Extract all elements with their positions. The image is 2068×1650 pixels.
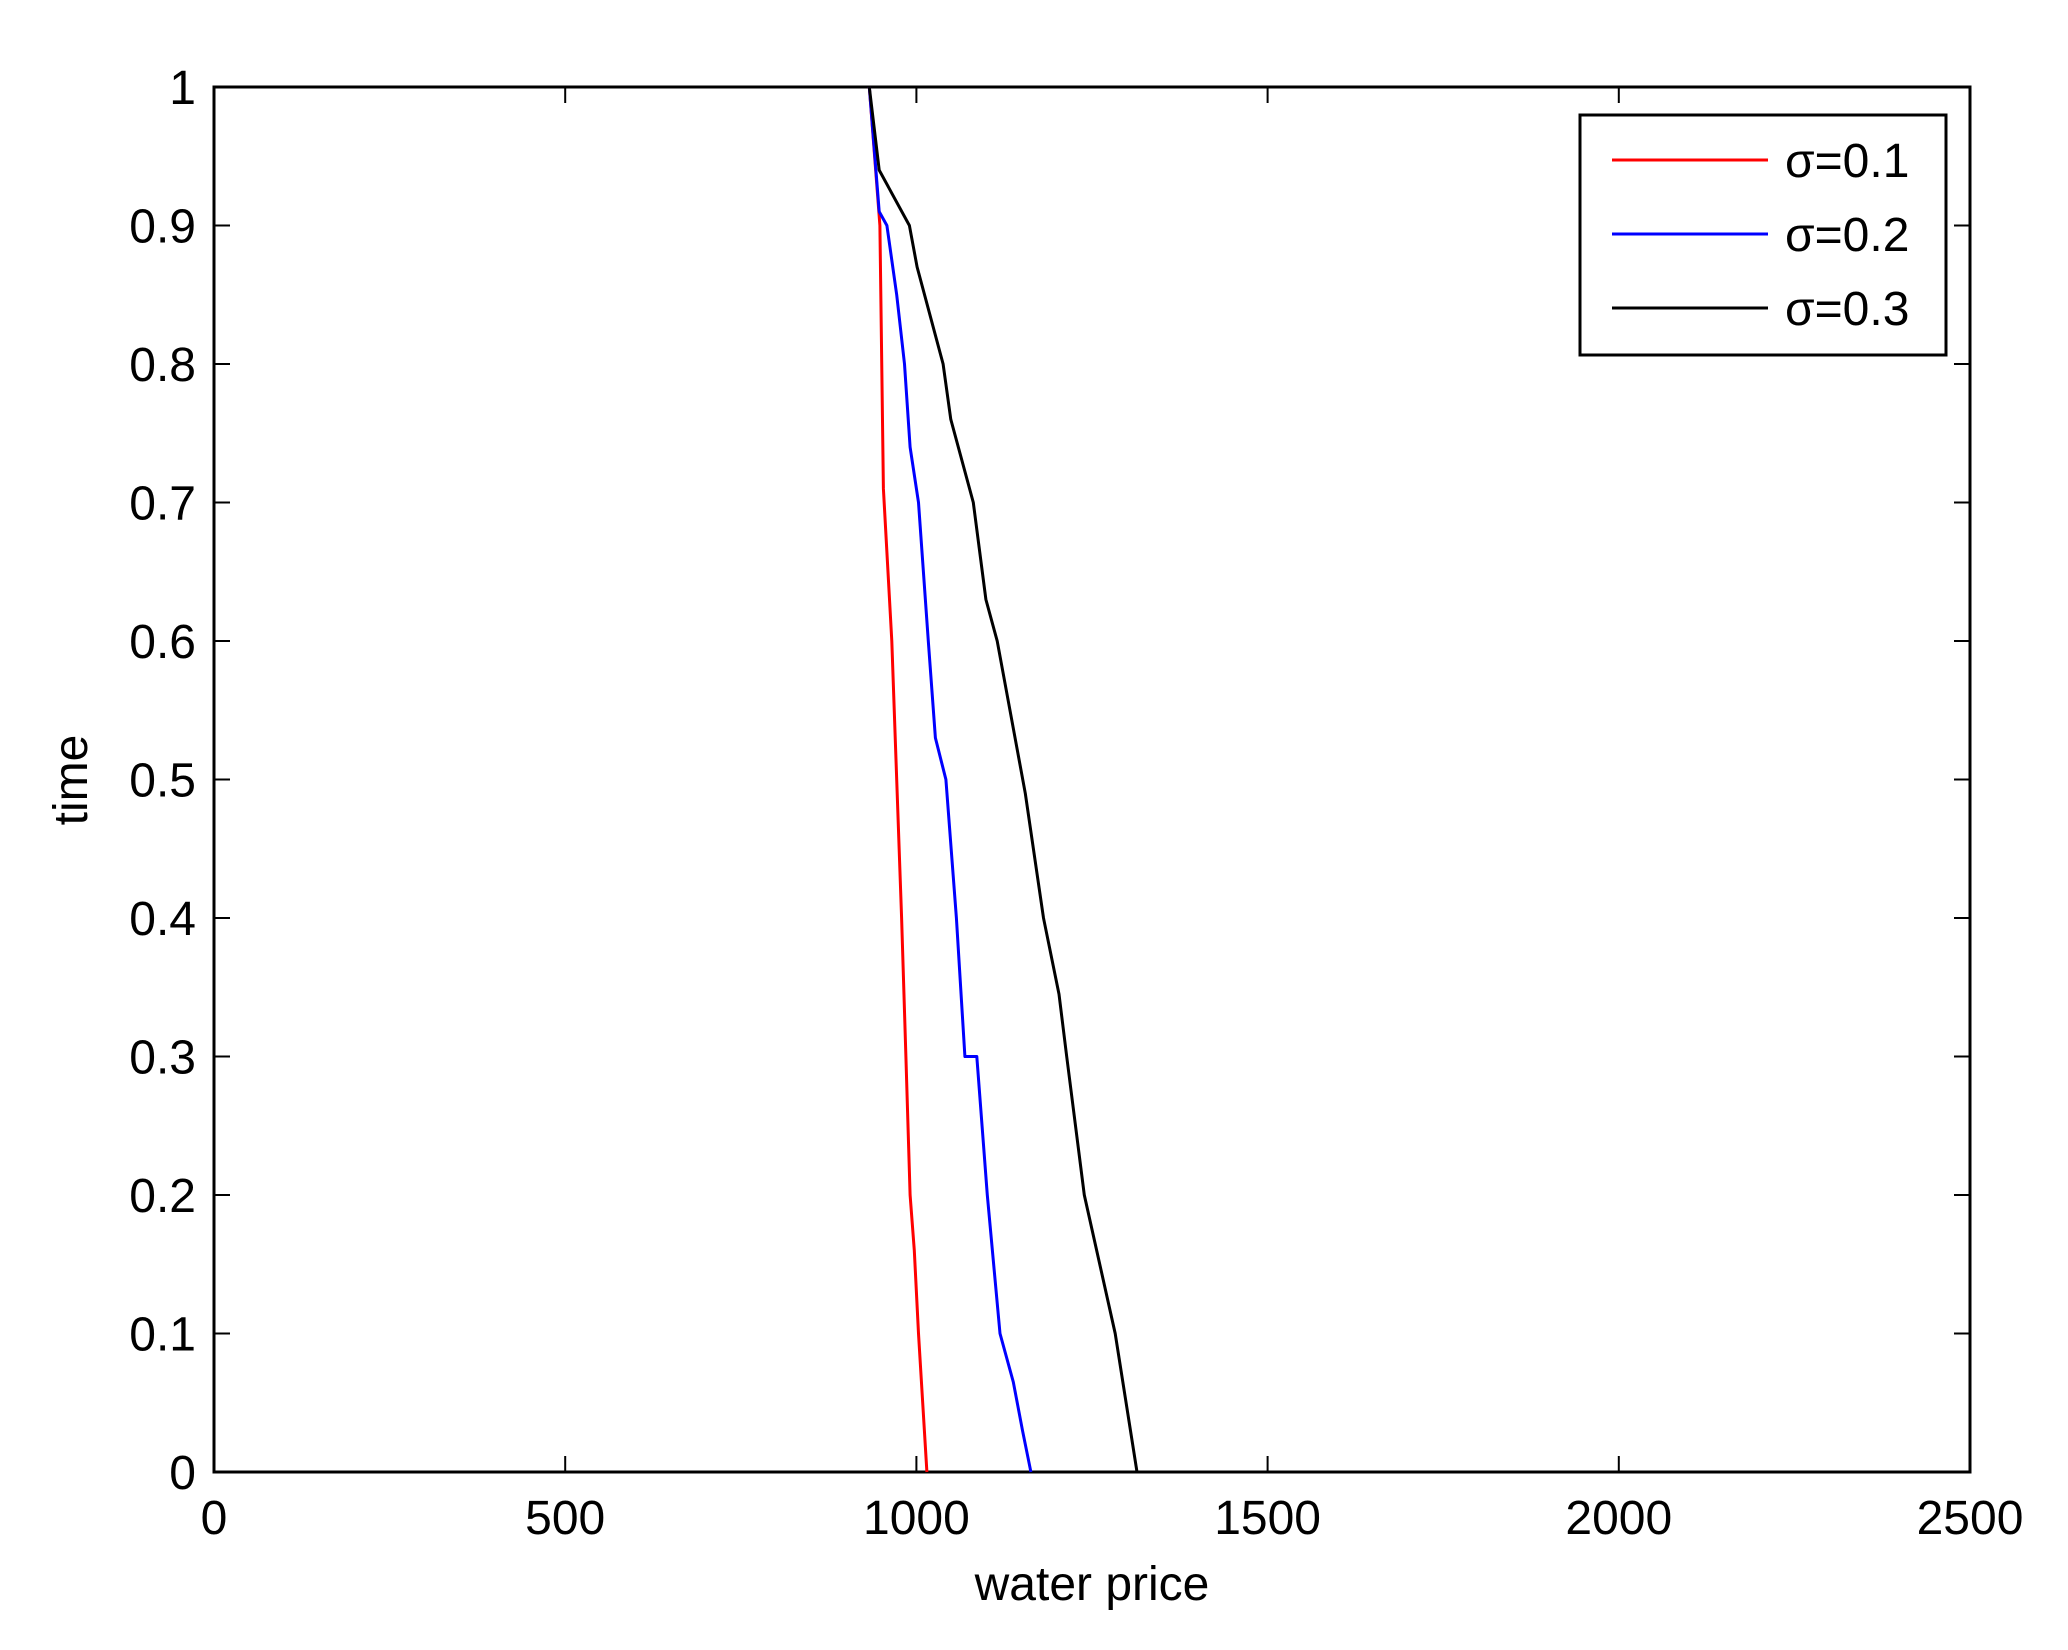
y-tick-label: 0.4 xyxy=(129,893,196,946)
x-tick-label: 2500 xyxy=(1917,1492,2024,1545)
legend-label-2: σ=0.2 xyxy=(1785,209,1909,262)
x-tick-label: 2000 xyxy=(1565,1492,1672,1545)
tick-labels: 0 500 1000 1500 2000 2500 0 0.1 0.2 0.3 0.4 0.5 0.6 0… xyxy=(129,62,2023,1545)
y-tick-label: 0.1 xyxy=(129,1309,196,1362)
legend-label-1: σ=0.1 xyxy=(1785,135,1909,188)
legend-entries: σ=0.1 σ=0.2 σ=0.3 xyxy=(1612,135,1909,336)
y-tick-label: 0.3 xyxy=(129,1032,196,1085)
x-axis-label: water price xyxy=(974,1558,1210,1611)
x-tick-label: 500 xyxy=(525,1492,605,1545)
x-tick-label: 1500 xyxy=(1214,1492,1321,1545)
y-tick-label: 0.2 xyxy=(129,1170,196,1223)
y-tick-label: 0.5 xyxy=(129,755,196,808)
y-axis-label: time xyxy=(45,735,98,826)
legend: σ=0.1 σ=0.2 σ=0.3 xyxy=(1578,113,1948,357)
axis-ticks xyxy=(213,86,1971,1473)
series-line-2 xyxy=(867,86,1033,1473)
y-tick-label: 0.8 xyxy=(129,339,196,392)
y-tick-label: 0.9 xyxy=(129,201,196,254)
series-line-1 xyxy=(867,86,929,1473)
y-tick-label: 0.6 xyxy=(129,616,196,669)
y-tick-label: 0.7 xyxy=(129,478,196,531)
legend-label-3: σ=0.3 xyxy=(1785,283,1909,336)
series-line-3 xyxy=(867,86,1139,1473)
x-tick-label: 0 xyxy=(201,1492,228,1545)
y-tick-label: 1 xyxy=(169,62,196,115)
x-tick-label: 1000 xyxy=(863,1492,970,1545)
series-group xyxy=(867,86,1139,1473)
y-tick-label: 0 xyxy=(169,1447,196,1500)
